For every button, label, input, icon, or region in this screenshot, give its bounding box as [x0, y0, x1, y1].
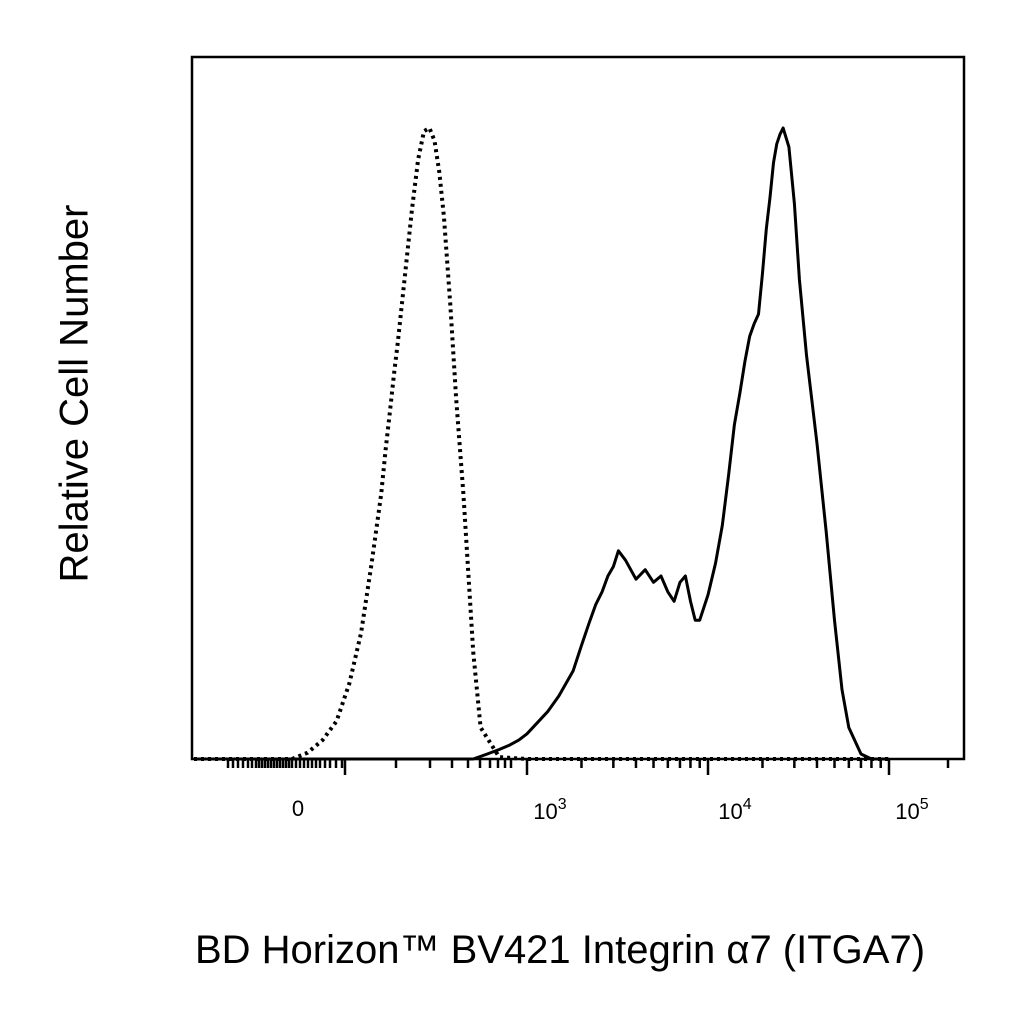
- x-tick-label: 104: [718, 796, 752, 824]
- x-axis-ticks: [226, 759, 950, 775]
- x-tick-label: 0: [291, 796, 305, 821]
- series-layer: [194, 126, 889, 761]
- series-line-2: [194, 126, 889, 761]
- x-tick-label: 103: [533, 796, 567, 824]
- x-axis-label: BD Horizon™ BV421 Integrin α7 (ITGA7): [194, 927, 926, 972]
- x-tick-label: 105: [895, 796, 929, 824]
- y-axis-label: Relative Cell Number: [52, 204, 97, 582]
- series-line-1: [194, 126, 889, 761]
